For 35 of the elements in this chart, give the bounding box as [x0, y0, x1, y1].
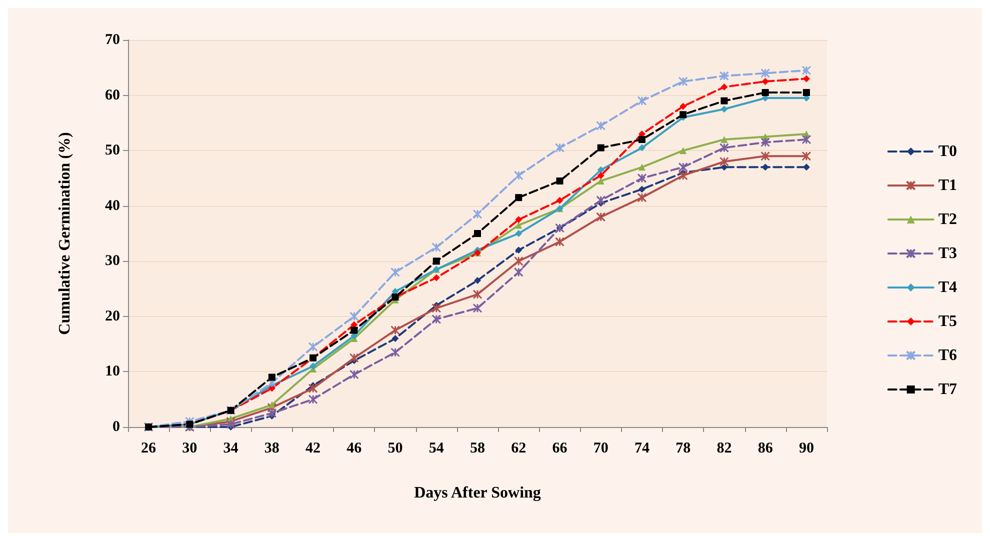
legend-label: T2 — [938, 211, 957, 228]
x-tick-label: 34 — [223, 440, 239, 456]
x-tick-label: 30 — [182, 440, 198, 456]
y-tick-label: 0 — [112, 419, 120, 435]
x-tick-label: 54 — [428, 440, 444, 456]
x-tick-label: 78 — [676, 440, 691, 456]
y-tick-label: 20 — [105, 308, 120, 324]
x-tick-label: 26 — [141, 440, 157, 456]
legend-label: T7 — [938, 381, 957, 398]
x-tick-label: 58 — [470, 440, 485, 456]
x-axis-title: Days After Sowing — [414, 484, 541, 502]
x-tick-label: 66 — [552, 440, 568, 456]
y-axis-title: Cumulative Germination (%) — [56, 132, 74, 335]
x-tick-label: 90 — [798, 440, 814, 456]
y-tick-label: 50 — [105, 142, 120, 159]
y-tick-label: 40 — [105, 198, 120, 214]
x-tick-label: 82 — [716, 440, 732, 456]
legend-label: T0 — [938, 143, 957, 160]
x-tick-label: 46 — [346, 440, 362, 456]
x-tick-label: 86 — [758, 440, 774, 456]
legend-label: T1 — [938, 177, 957, 194]
x-tick-label: 42 — [306, 440, 321, 456]
legend-label: T5 — [938, 313, 957, 330]
x-tick-label: 74 — [634, 440, 650, 456]
legend-label: T4 — [938, 279, 957, 296]
y-tick-label: 10 — [105, 364, 120, 380]
x-tick-label: 70 — [593, 440, 608, 456]
x-tick-label: 62 — [511, 440, 526, 456]
y-tick-label: 70 — [105, 32, 120, 48]
legend-label: T6 — [938, 347, 957, 364]
y-tick-label: 30 — [105, 253, 120, 270]
y-tick-label: 60 — [105, 87, 120, 104]
legend-label: T3 — [938, 245, 957, 262]
x-tick-label: 38 — [264, 440, 280, 456]
x-tick-label: 50 — [388, 440, 403, 456]
